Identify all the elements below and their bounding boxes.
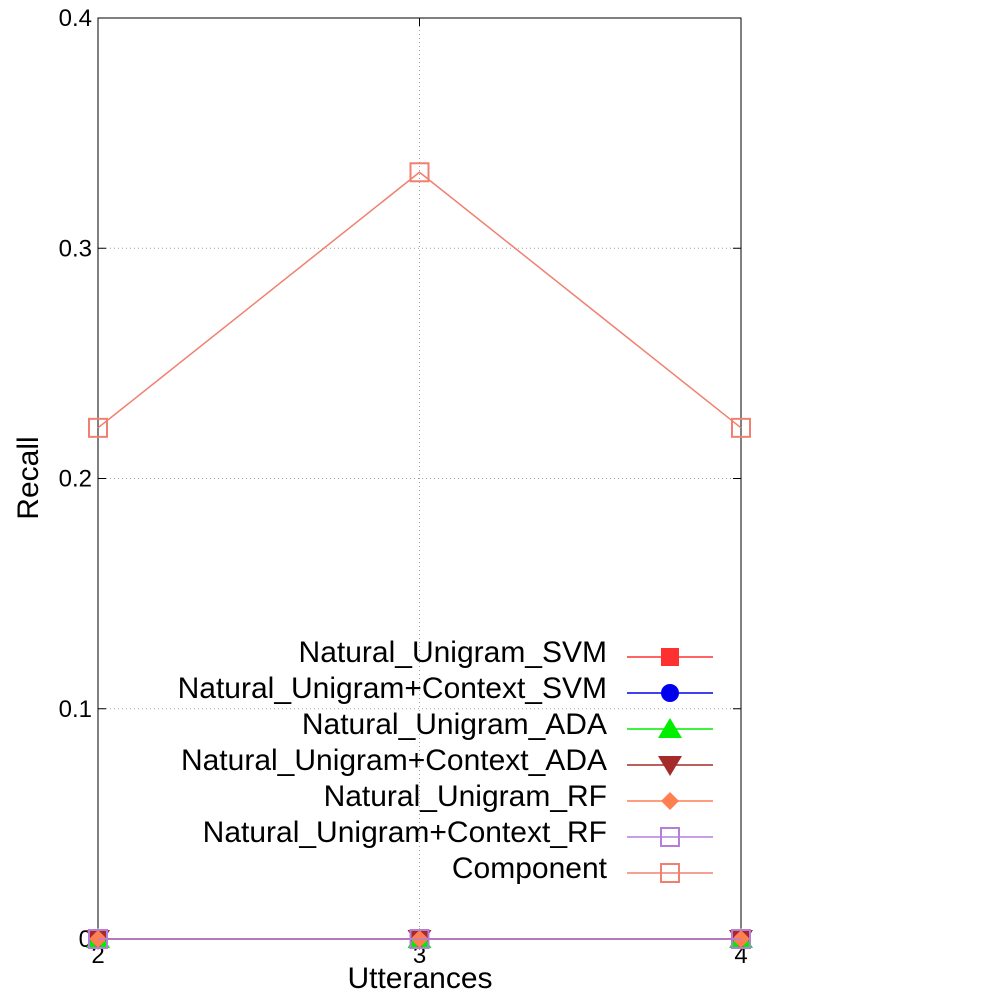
legend-label: Natural_Unigram_SVM xyxy=(299,636,607,669)
legend-label: Natural_Unigram_RF xyxy=(324,780,607,813)
legend-marker xyxy=(660,863,680,883)
legend-entry: Natural_Unigram+Context_ADA xyxy=(181,744,713,777)
data-point xyxy=(409,162,430,183)
data-point xyxy=(731,417,751,438)
legend-entry: Natural_Unigram+Context_SVM xyxy=(178,672,713,705)
data-point xyxy=(88,929,108,949)
legend-label: Component xyxy=(452,852,608,885)
legend-label: Natural_Unigram_ADA xyxy=(302,708,607,741)
series-natural-unigram-context-rf xyxy=(88,929,751,949)
data-point xyxy=(409,929,430,949)
legend-entry: Component xyxy=(452,852,713,885)
legend-marker xyxy=(658,756,682,776)
legend: Natural_Unigram_SVMNatural_Unigram+Conte… xyxy=(178,636,713,885)
y-tick-label: 0.2 xyxy=(59,466,92,493)
data-point xyxy=(88,417,108,438)
series-line xyxy=(97,171,742,429)
x-axis-label: Utterances xyxy=(347,962,492,995)
series-layer xyxy=(86,162,753,950)
legend-label: Natural_Unigram+Context_RF xyxy=(203,816,607,849)
legend-marker xyxy=(661,648,679,666)
legend-marker xyxy=(661,792,679,810)
legend-marker xyxy=(660,827,680,847)
legend-marker xyxy=(661,684,679,702)
y-axis-label: Recall xyxy=(12,436,45,519)
legend-entry: Natural_Unigram+Context_RF xyxy=(203,816,713,849)
data-point xyxy=(731,929,751,949)
grid-lines xyxy=(98,18,741,939)
y-tick-label: 0.1 xyxy=(59,696,92,723)
legend-entry: Natural_Unigram_RF xyxy=(324,780,713,813)
legend-label: Natural_Unigram+Context_ADA xyxy=(181,744,607,777)
series-component xyxy=(88,162,751,438)
y-tick-label: 0.4 xyxy=(59,5,92,32)
legend-entry: Natural_Unigram_SVM xyxy=(299,636,713,669)
legend-marker xyxy=(658,718,682,738)
legend-label: Natural_Unigram+Context_SVM xyxy=(178,672,607,705)
legend-entry: Natural_Unigram_ADA xyxy=(302,708,713,741)
y-tick-label: 0.3 xyxy=(59,235,92,262)
